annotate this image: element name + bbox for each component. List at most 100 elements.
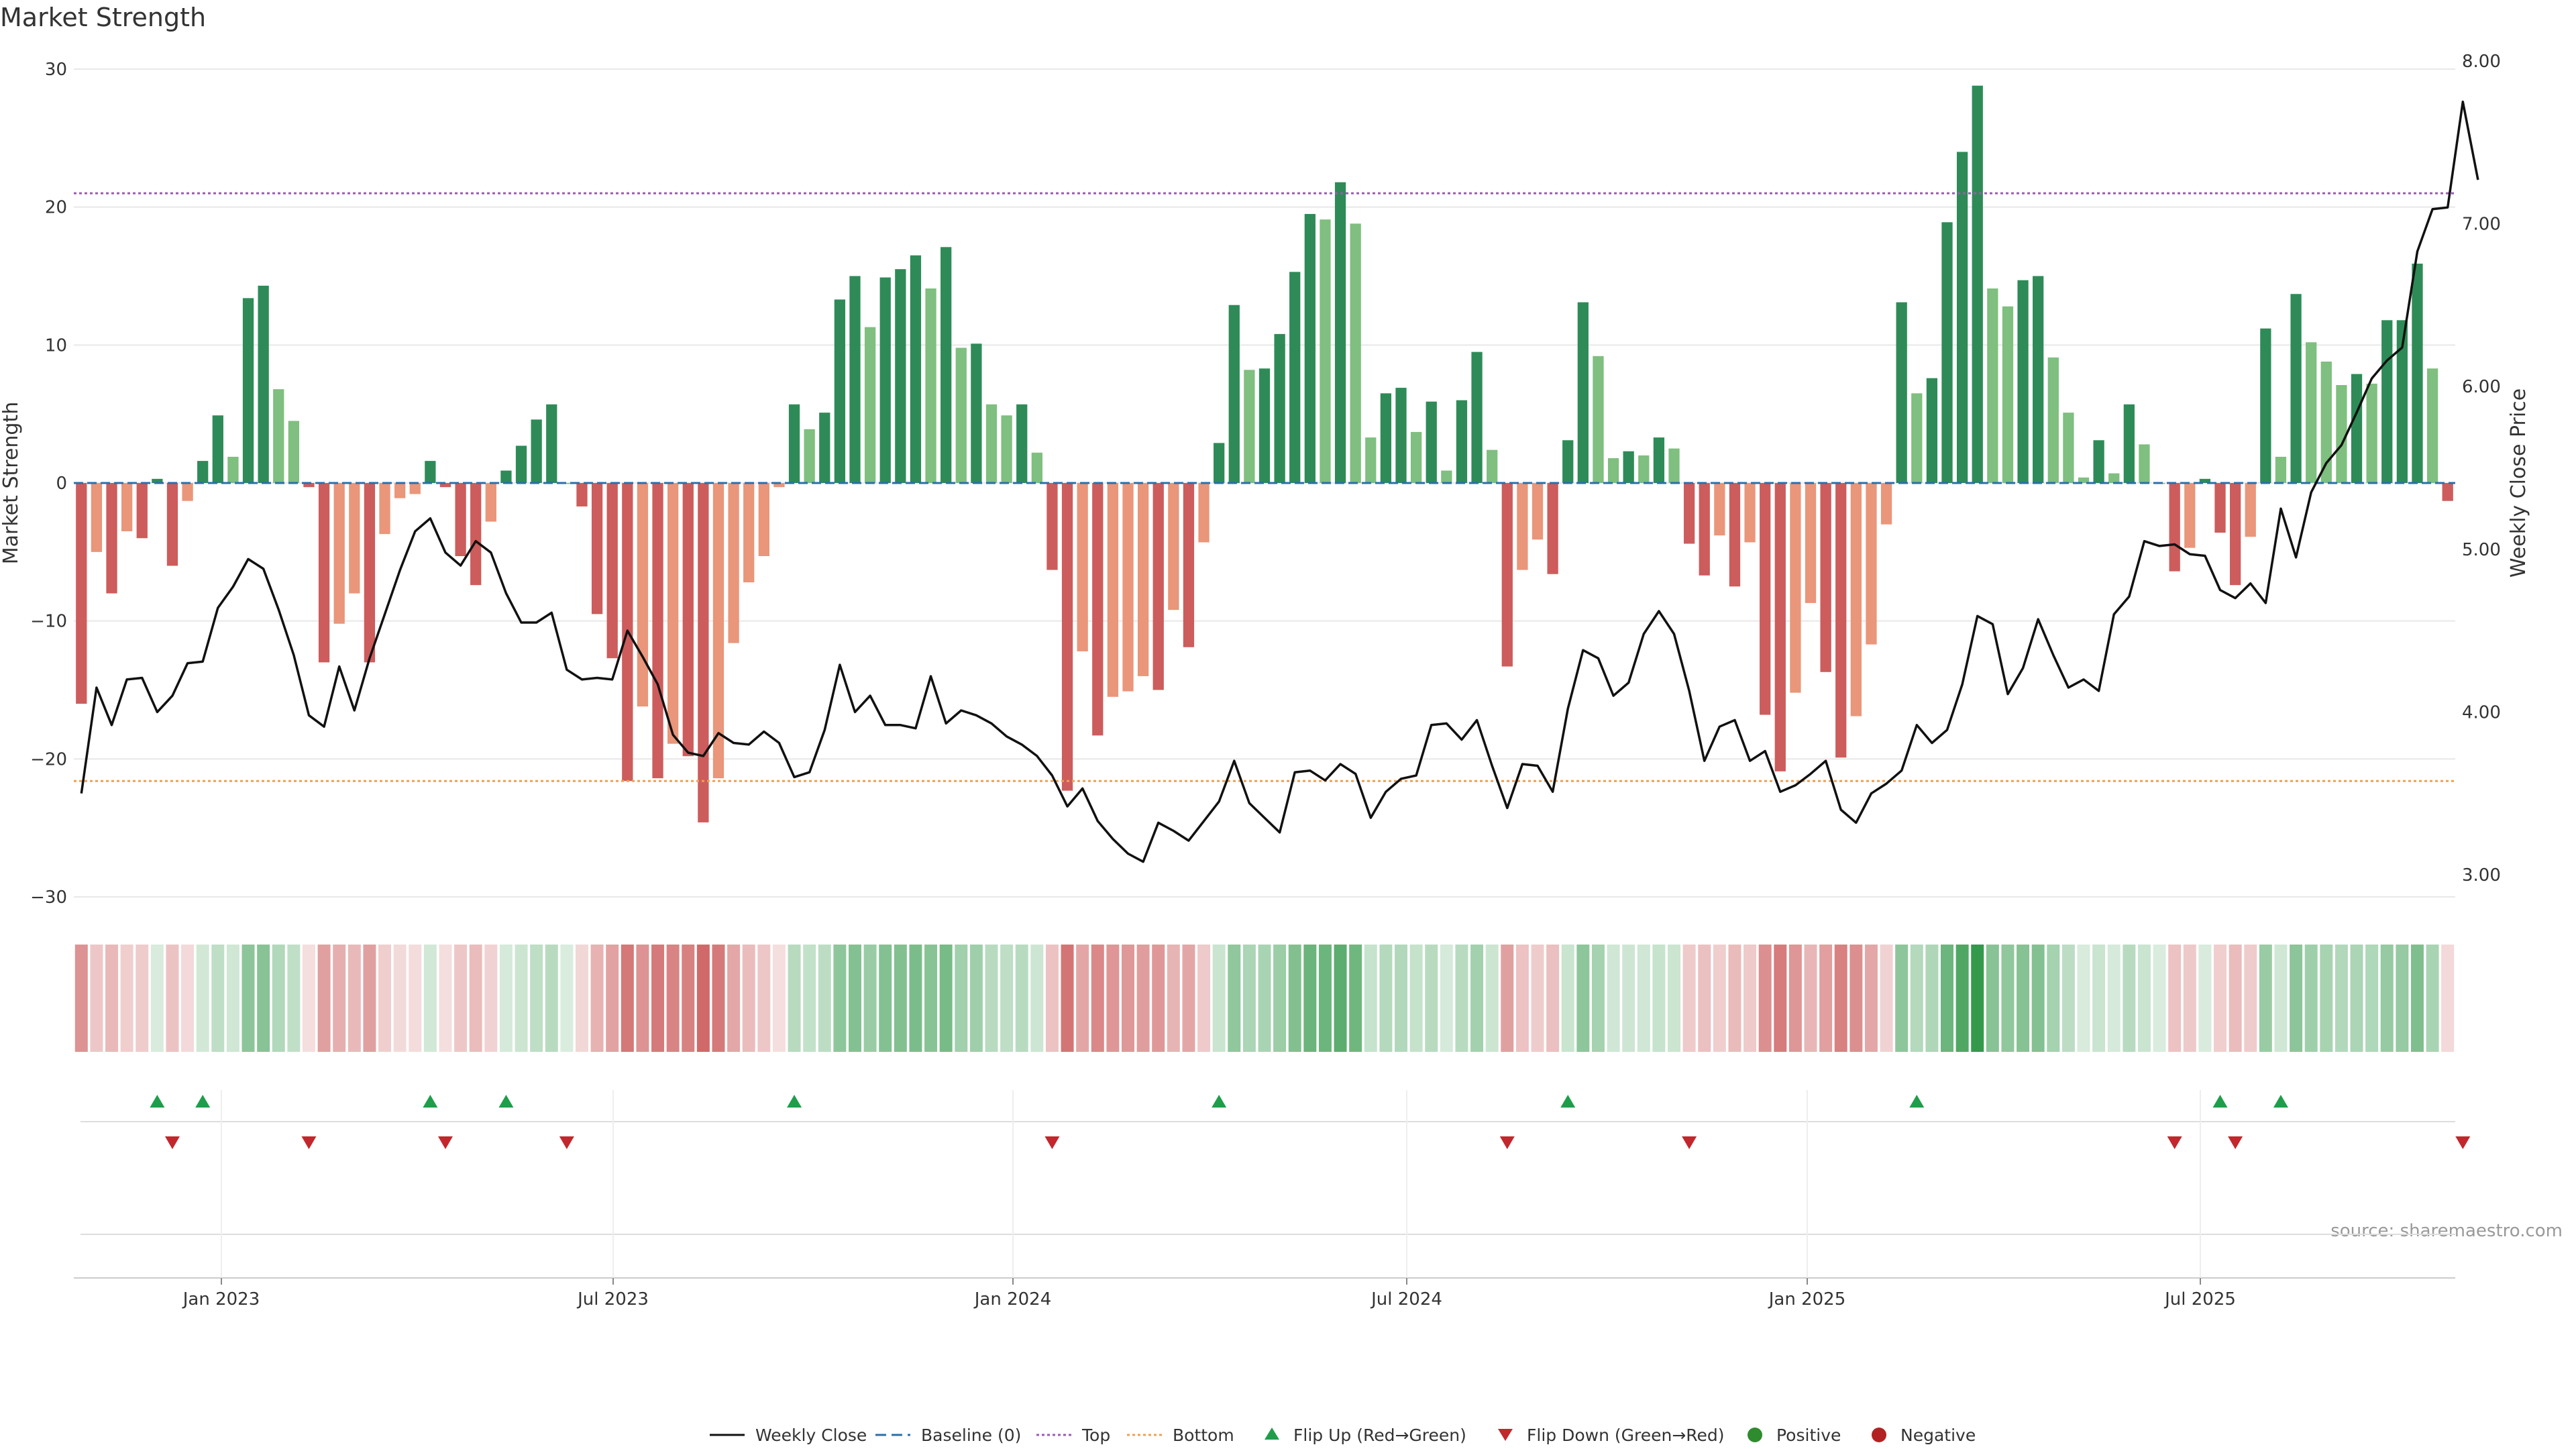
heat-cell [484,945,498,1052]
heat-cell [2244,945,2257,1052]
heat-cell [1045,945,1059,1052]
strength-bar [1471,352,1483,483]
strength-bar [758,483,769,557]
heat-cell [1682,945,1696,1052]
strength-bar [743,483,755,583]
heat-cell [1622,945,1635,1052]
strength-bar [1046,483,1058,570]
heat-cell [2017,945,2030,1052]
strength-bar [591,483,603,614]
strength-bar [834,299,846,483]
heat-cell [924,945,938,1052]
heat-cell [1091,945,1104,1052]
strength-bar [1547,483,1558,574]
heat-cell [333,945,346,1052]
heat-cell [1425,945,1438,1052]
strength-bar [2275,456,2287,483]
strength-bar [1790,483,1801,693]
heat-cell [955,945,968,1052]
heat-cell [1925,945,1939,1052]
strength-bar [1061,483,1073,791]
strength-bar [1001,415,1012,483]
strength-bar [1668,448,1680,483]
strength-bar [425,461,436,483]
strength-bar [1016,404,1028,483]
strength-bar [2047,357,2059,483]
heat-cell [1819,945,1833,1052]
strength-bar [1198,483,1210,543]
strength-bar [1410,431,1422,483]
heat-cell [347,945,361,1052]
legend-item: Positive [1748,1426,1841,1445]
strength-bar [1972,85,1983,484]
heat-cell [317,945,331,1052]
heat-strip [74,945,2455,1052]
heat-cell [803,945,816,1052]
legend-item: Flip Up (Red→Green) [1265,1426,1466,1445]
heat-cell [985,945,998,1052]
strength-bar [1031,452,1042,483]
heat-cell [241,945,255,1052]
heat-cell [1955,945,1969,1052]
strength-bar [500,470,512,483]
left-tick-label: −20 [30,749,67,769]
strength-bar [561,483,573,484]
strength-bar [258,285,269,483]
heat-cell [1379,945,1393,1052]
strength-bar [197,461,209,483]
strength-bar [606,483,618,659]
heat-cell [1910,945,1923,1052]
strength-bar [971,343,982,483]
legend-item: Negative [1872,1426,1976,1445]
flip-up-marker [1212,1095,1227,1108]
heat-cell [1318,945,1332,1052]
legend-label: Baseline (0) [921,1426,1021,1445]
strength-bar [1107,483,1119,697]
strength-bar [849,276,861,483]
right-tick-label: 8.00 [2462,52,2501,72]
flip-down-marker [301,1136,317,1149]
strength-bar [2381,320,2393,483]
heat-cell [2441,945,2455,1052]
heat-cell [2031,945,2045,1052]
heat-cell [2047,945,2060,1052]
heat-cell [2137,945,2151,1052]
right-tick-label: 3.00 [2462,865,2501,885]
strength-bar [819,413,830,483]
strength-bar [1956,152,1968,483]
strength-bar [485,483,496,522]
legend-label: Top [1081,1426,1110,1445]
heat-cell [287,945,301,1052]
strength-bar [2245,483,2256,537]
heat-cell [772,945,786,1052]
heat-cell [2259,945,2272,1052]
strength-bar [2002,306,2014,483]
heat-cell [1273,945,1287,1052]
strength-bar [2260,328,2271,483]
heat-cell [1849,945,1863,1052]
heat-cell [818,945,831,1052]
flip-up-marker [150,1095,165,1108]
strength-bar [1926,378,1938,483]
heat-cell [1106,945,1120,1052]
flip-panel: Jan 2023 Jul 2023 Jan 2024 Jul 2024 Jan 2025… [74,1090,2471,1309]
heat-cell [2365,945,2379,1052]
strength-bar [303,483,315,488]
strength-bar [394,483,406,498]
strength-bar [1395,388,1407,483]
strength-bar [2426,368,2438,483]
flip-down-marker [164,1136,180,1149]
legend-label: Positive [1776,1426,1841,1445]
heat-cell [712,945,725,1052]
strength-bar [515,445,527,483]
heat-cell [833,945,847,1052]
weekly-close-line [80,100,2479,863]
heat-cell [1364,945,1377,1052]
heat-cell [1576,945,1590,1052]
strength-bar [2320,362,2332,483]
heat-cell [545,945,558,1052]
strength-bar [1183,483,1195,647]
heat-cell [1743,945,1757,1052]
strength-bar [136,483,148,539]
heat-cell [1804,945,1817,1052]
